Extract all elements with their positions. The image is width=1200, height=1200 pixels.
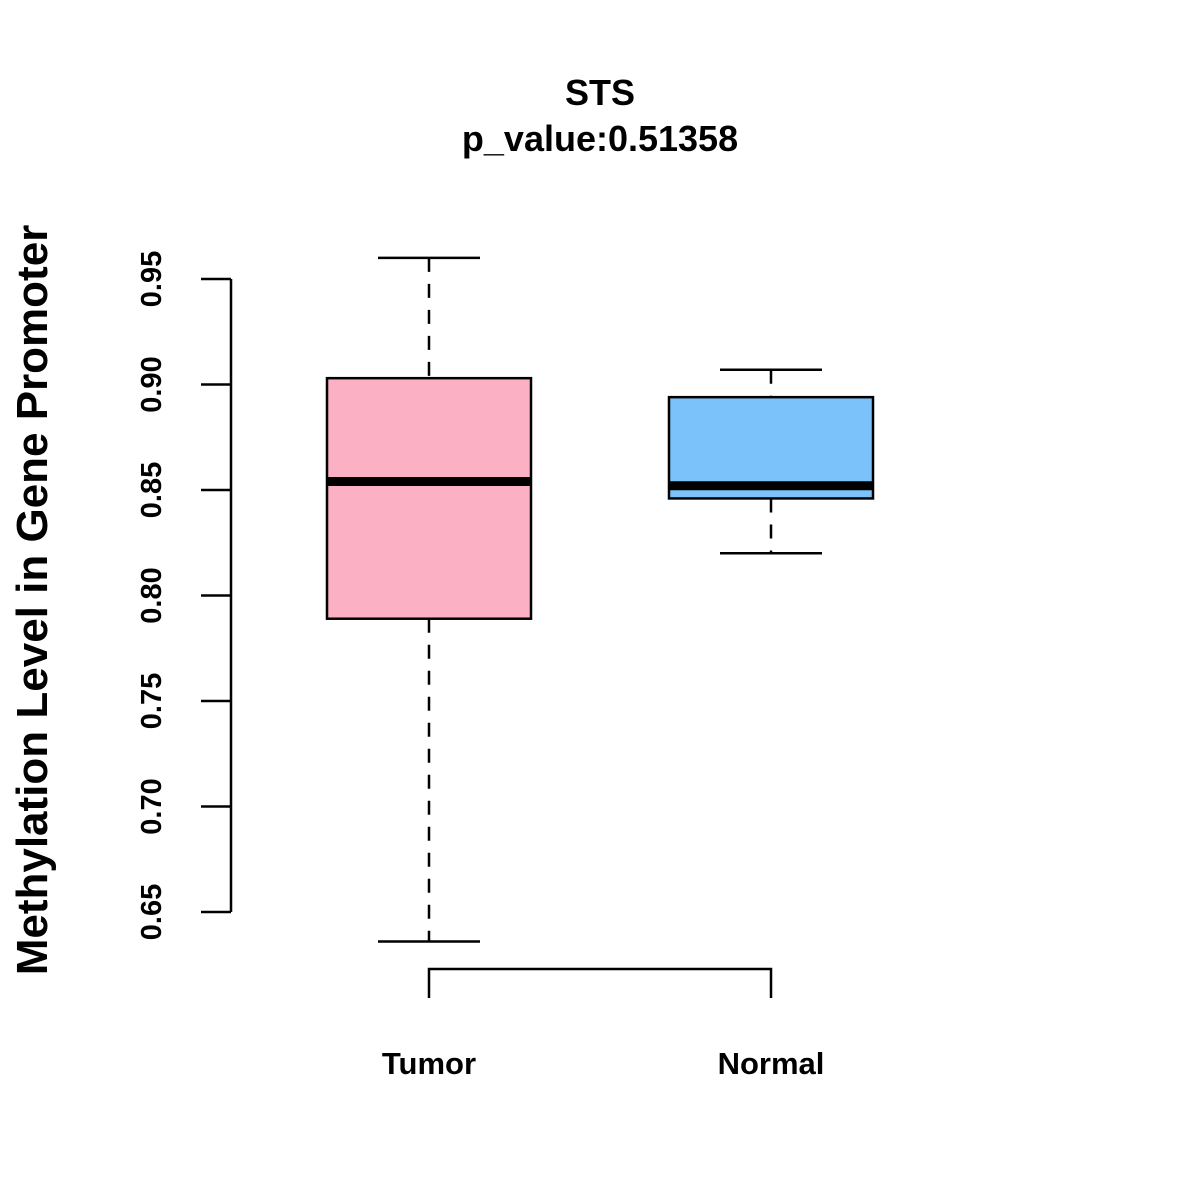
y-tick-label: 0.80 — [136, 567, 168, 623]
y-axis: 0.65 0.70 0.75 0.80 0.85 0.90 0.95 — [136, 251, 233, 940]
y-tick-label: 0.85 — [136, 462, 168, 518]
boxes-group — [325, 256, 875, 943]
category-label-normal: Normal — [718, 1046, 825, 1081]
y-tick-label: 0.75 — [136, 673, 168, 729]
y-tick-label: 0.70 — [136, 778, 168, 834]
box-normal — [667, 368, 875, 555]
y-axis-label: Methylation Level in Gene Promoter — [8, 225, 57, 976]
category-labels: Tumor Normal — [382, 1046, 824, 1081]
chart-title: STS — [565, 72, 635, 113]
category-label-tumor: Tumor — [382, 1046, 476, 1081]
y-tick-label: 0.90 — [136, 356, 168, 412]
y-tick-label: 0.95 — [136, 251, 168, 307]
chart-subtitle: p_value:0.51358 — [462, 118, 738, 159]
box-tumor — [325, 256, 533, 943]
comparison-bracket — [427, 967, 773, 998]
bracket-line — [427, 967, 773, 998]
iqr-box — [325, 376, 533, 620]
y-tick-label: 0.65 — [136, 884, 168, 940]
